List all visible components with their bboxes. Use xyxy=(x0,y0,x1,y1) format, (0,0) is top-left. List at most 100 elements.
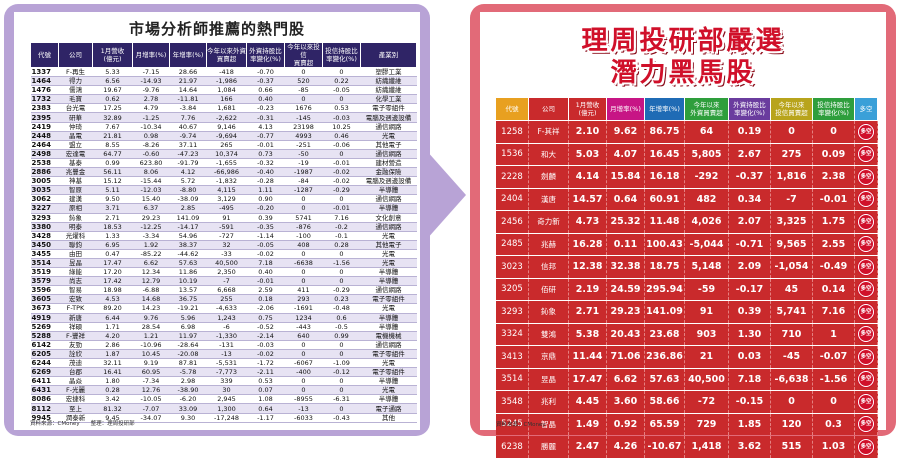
table-cell: 2.59 xyxy=(246,285,285,296)
table-cell: 729 xyxy=(685,413,729,435)
table-row: 5269 祥碩 1.71 28.54 6.98 -6 -0.52 -443 -0.5 半導體 xyxy=(30,322,417,332)
table-cell: -0.5 xyxy=(322,322,361,332)
table-cell: 29.23 xyxy=(132,213,170,223)
company-name: 智晶 xyxy=(529,413,569,435)
table-cell: -1691 xyxy=(284,303,323,314)
table-cell: 1.08 xyxy=(246,394,285,405)
table-cell: -0.12 xyxy=(322,367,361,378)
stock-code: 3579 xyxy=(30,276,59,287)
table-row: 3293 鈊象 2.71 29.23 141.09 91 0.39 5,741 7.16 多空 xyxy=(496,301,878,323)
stock-code: 3514 xyxy=(30,258,59,269)
table-cell: -727 xyxy=(206,231,247,241)
company-name: 明泰 xyxy=(58,222,93,232)
table-cell: 33.09 xyxy=(169,403,207,414)
company-name: F-TPK xyxy=(58,303,93,314)
bull-bear-cell: 多空 xyxy=(855,391,878,413)
table-cell: 29.23 xyxy=(607,301,645,323)
table-cell: 光電 xyxy=(360,249,417,259)
table-cell: -47.23 xyxy=(169,149,207,159)
table-cell: 0 xyxy=(322,194,361,205)
table-cell: 0.92 xyxy=(607,413,645,435)
table-cell: 5.38 xyxy=(569,323,607,345)
table-cell: 0 xyxy=(284,340,323,350)
column-header: 公司 xyxy=(58,42,93,68)
table-row: 6411 晶焱 1.80 -7.34 2.98 339 0.53 0 0 半導體 xyxy=(30,376,417,387)
table-cell: 9,146 xyxy=(206,122,247,132)
table-cell: 0.98 xyxy=(132,131,170,141)
table-cell: 0.28 xyxy=(322,240,361,250)
company-name: 祥碩 xyxy=(58,322,93,332)
stock-code: 3596 xyxy=(30,285,59,296)
table-cell: -1,832 xyxy=(206,176,247,187)
company-name: 宏致 xyxy=(58,294,93,305)
table-row: 2485 兆赫 16.28 0.11 100.43 -5,044 -0.71 9,565 2.5… xyxy=(496,233,878,255)
right-panel: 理周投研部嚴選 潛力黑馬股 代號 公司 1月營收 (億元) 月增率(%) 年增率(%) 今年… xyxy=(480,12,886,458)
table-cell: 18.53 xyxy=(92,222,133,232)
company-name: 宏捷科 xyxy=(58,394,93,405)
column-header: 1月營收 (億元) xyxy=(92,42,133,68)
table-cell: 1.33 xyxy=(92,231,133,241)
company-name: 研華 xyxy=(58,112,93,123)
table-cell: 21 xyxy=(685,346,729,368)
bull-bear-badge: 多空 xyxy=(858,371,874,388)
table-cell: 141.09 xyxy=(645,301,685,323)
table-cell: -1,986 xyxy=(206,76,247,87)
stock-code: 1476 xyxy=(30,85,59,96)
table-cell: 2.78 xyxy=(132,94,170,105)
table-cell: 2.86 xyxy=(92,340,133,350)
table-cell: 3,129 xyxy=(206,194,247,205)
table-cell: 30 xyxy=(206,385,247,396)
table-cell: 4.07 xyxy=(607,143,645,165)
bull-bear-badge: 多空 xyxy=(858,393,874,410)
table-cell: -38.90 xyxy=(169,385,207,396)
table-cell: 2.10 xyxy=(569,121,607,143)
right-table-header: 代號 公司 1月營收 (億元) 月增率(%) 年增率(%) 今年以來 外資買賣超 外資持股比 率變… xyxy=(496,98,878,120)
table-cell: -4,633 xyxy=(206,303,247,314)
table-cell: 電子零組件 xyxy=(360,294,417,305)
table-cell: 15.40 xyxy=(132,194,170,205)
table-cell: 通信網路 xyxy=(360,194,417,205)
table-cell: -145 xyxy=(284,112,323,123)
table-cell: 0 xyxy=(284,203,323,214)
table-cell: 1 xyxy=(813,323,855,345)
table-row: 3293 鈊象 2.71 29.23 141.09 91 0.39 5741 7.16 文化創意 xyxy=(30,213,417,223)
table-cell: 0.75 xyxy=(246,313,285,323)
analyst-recommended-stocks-table: 代號 公司 1月營收 (億元) 月增率(%) 年增率(%) 今年以來外資 買賣超 外資持股比 率變… xyxy=(30,42,417,423)
table-cell: -7.07 xyxy=(132,403,170,414)
bull-bear-cell: 多空 xyxy=(855,346,878,368)
table-cell: 0 xyxy=(813,121,855,143)
table-cell: 4.12 xyxy=(169,167,207,178)
table-cell: 81.32 xyxy=(92,403,133,414)
table-row: 3062 建漢 9.50 15.40 -38.09 3,129 0.90 0 0 通信網路 xyxy=(30,194,417,205)
table-cell: -50 xyxy=(284,149,323,159)
table-cell: -0.52 xyxy=(246,322,285,332)
table-cell: -0.03 xyxy=(322,112,361,123)
table-cell: 2.98 xyxy=(169,376,207,387)
table-cell: 電子零組件 xyxy=(360,103,417,114)
table-row: 3605 宏致 4.53 14.68 36.75 255 0.18 293 0.23 電子零組件 xyxy=(30,294,417,305)
table-cell: -0.77 xyxy=(246,131,285,141)
table-cell: 1,681 xyxy=(206,103,247,114)
table-cell: -0.43 xyxy=(322,413,361,423)
left-panel-frame: 市場分析師推薦的熱門股 代號 公司 1月營收 (億元) 月增率(%) 年增率(%) 今年以來… xyxy=(4,4,430,436)
table-cell: 64.77 xyxy=(92,149,133,159)
stock-code: 6238 xyxy=(496,436,529,458)
left-panel: 市場分析師推薦的熱門股 代號 公司 1月營收 (億元) 月增率(%) 年增率(%) 今年以來… xyxy=(14,12,420,430)
table-cell: 0.90 xyxy=(246,194,285,205)
table-row: 2395 研華 32.89 -1.25 7.76 -2,622 -0.31 -145 -0.03… xyxy=(30,112,417,123)
table-cell: 3,325 xyxy=(771,211,813,233)
table-cell: 其他電子 xyxy=(360,140,417,150)
table-cell: 86.75 xyxy=(645,121,685,143)
stock-code: 3293 xyxy=(496,301,529,323)
table-cell: 1,084 xyxy=(206,85,247,96)
table-cell: 9.45 xyxy=(92,413,133,423)
table-cell: 4993 xyxy=(284,131,323,141)
table-cell: 0.99 xyxy=(322,331,361,341)
table-cell: 15.12 xyxy=(92,176,133,187)
table-cell: -0.01 xyxy=(322,158,361,169)
table-cell: 4.45 xyxy=(569,391,607,413)
table-cell: 166 xyxy=(206,94,247,105)
bull-bear-badge: 多空 xyxy=(858,258,874,275)
table-row: 9945 潤泰新 9.45 -34.07 9.30 -17,248 -1.17 -6033 -0… xyxy=(30,413,417,423)
table-cell: -34.07 xyxy=(132,413,170,423)
